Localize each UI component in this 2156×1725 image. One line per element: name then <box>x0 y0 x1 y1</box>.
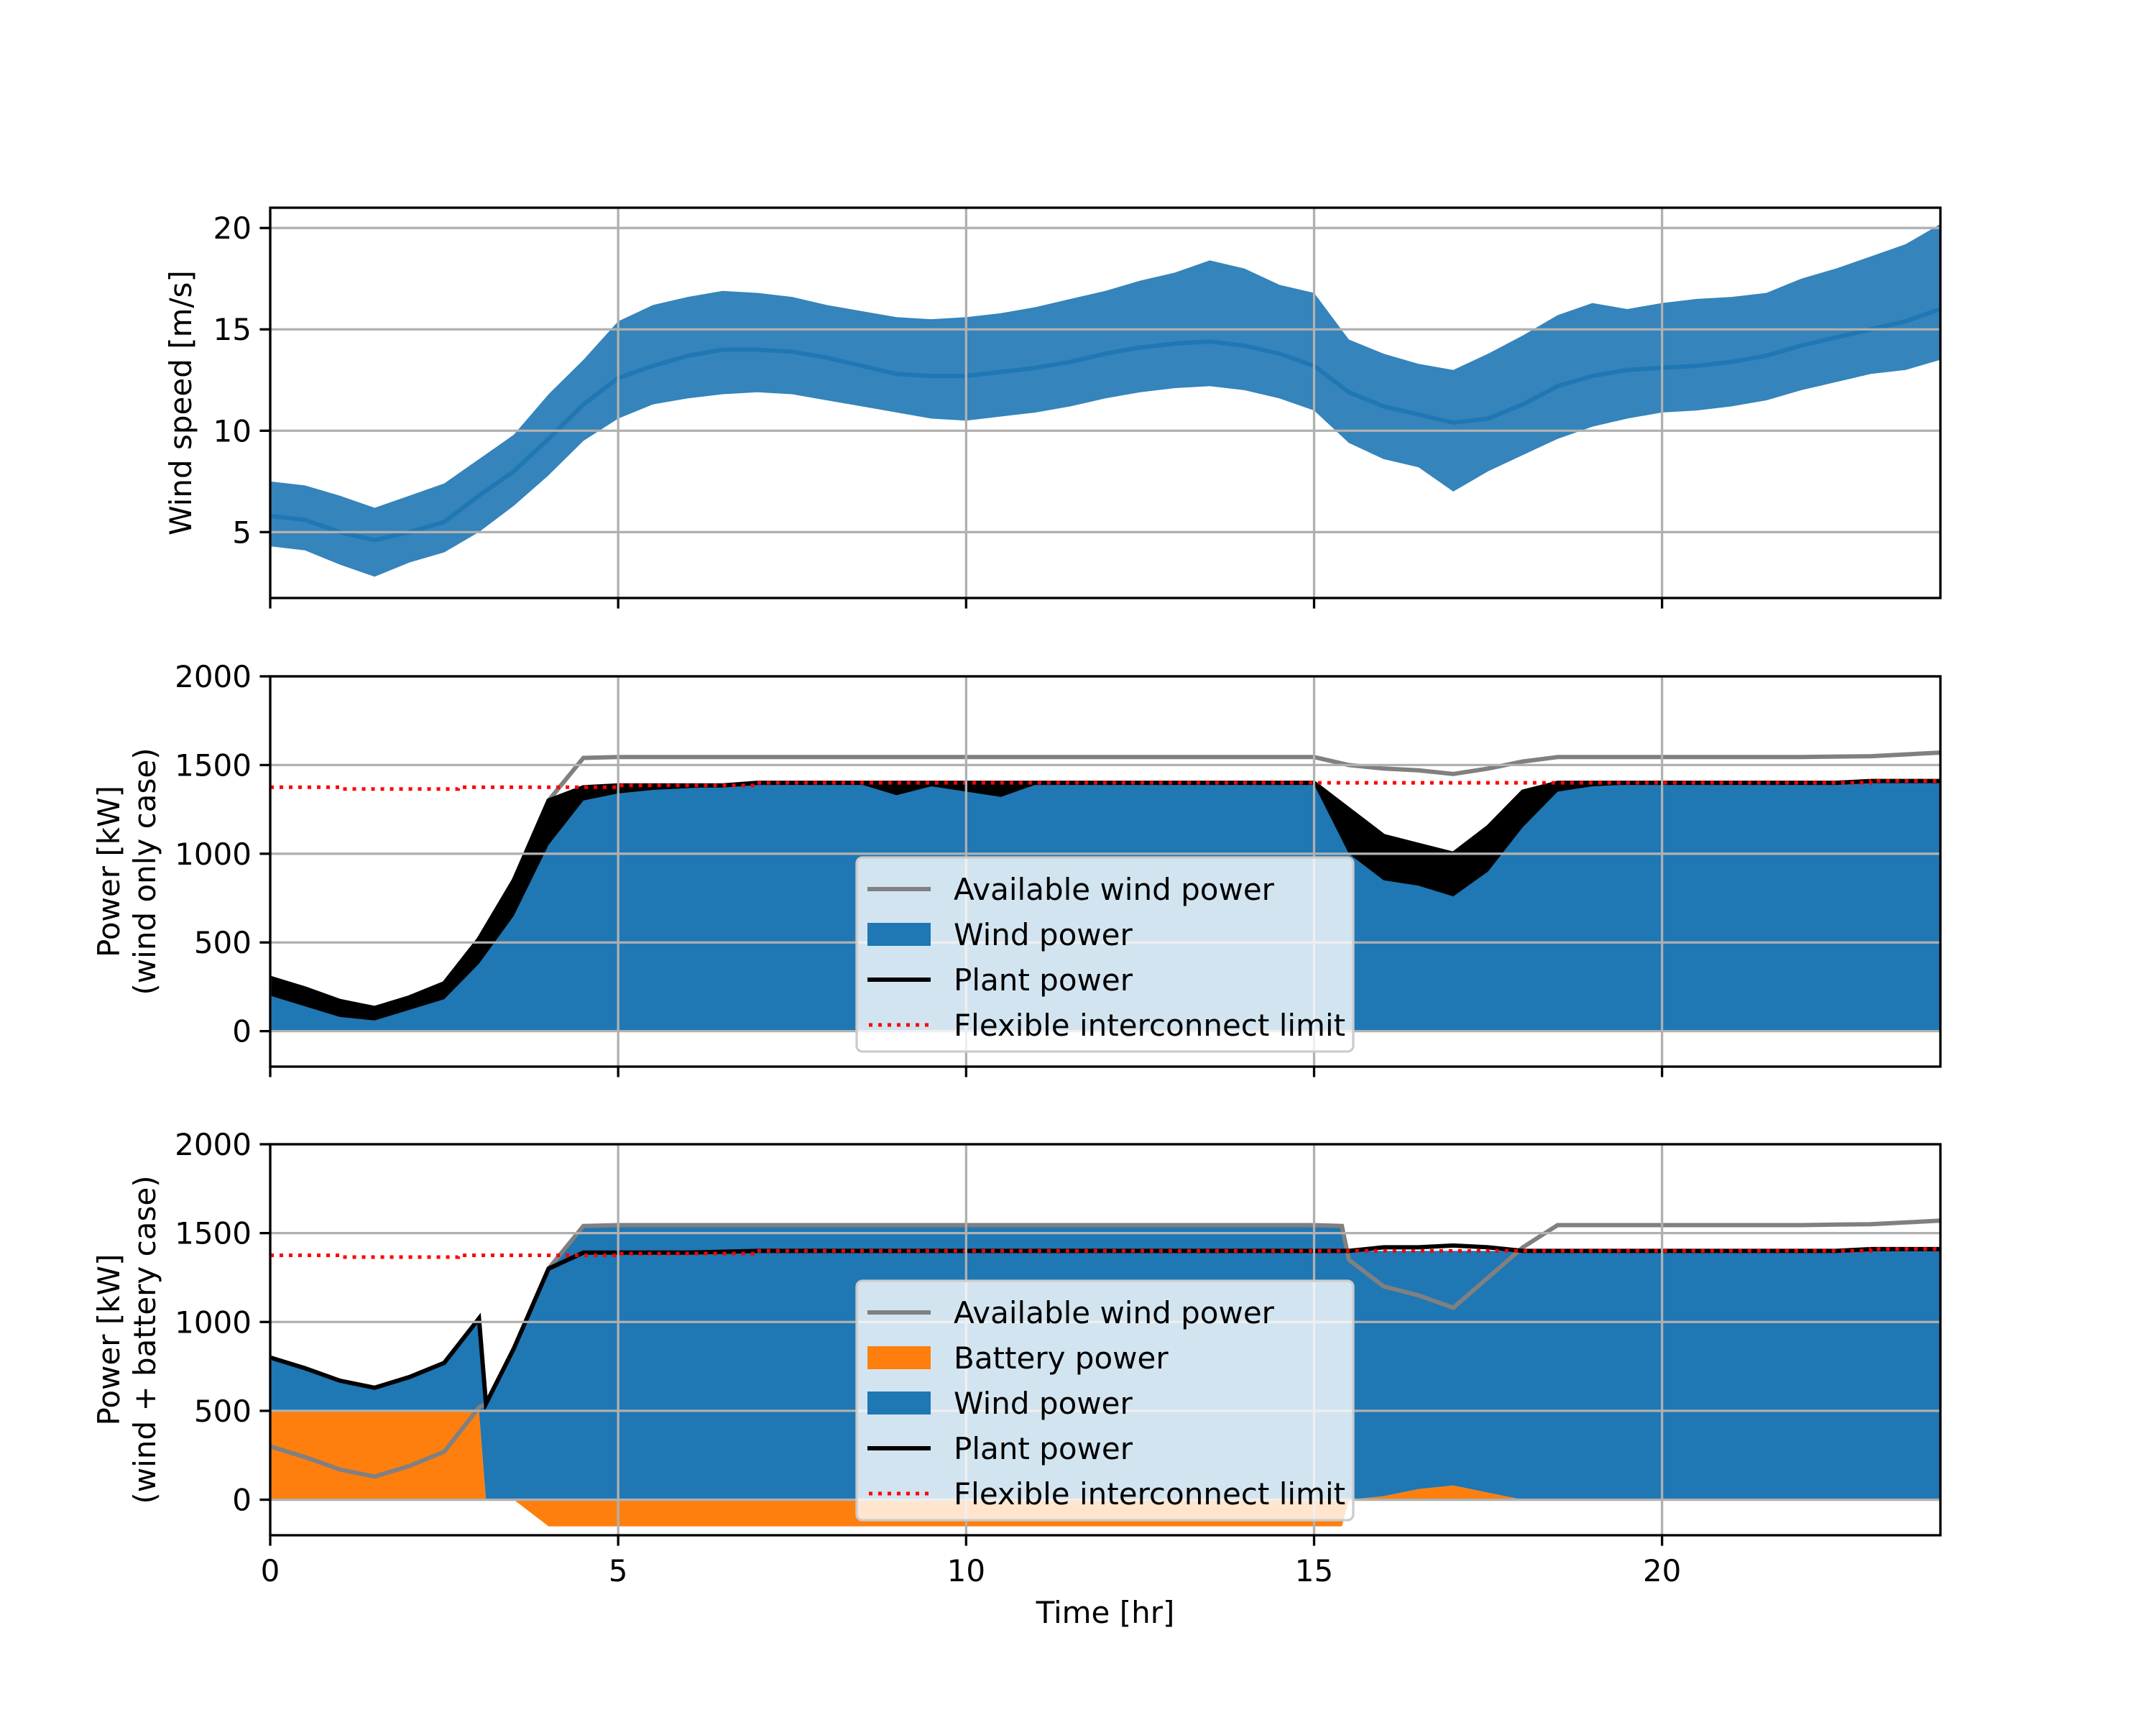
wind-speed-range-band <box>270 224 1940 577</box>
y-axis-label-line: (wind + battery case) <box>127 1175 162 1504</box>
flexible-interconnect-limit-line <box>270 1247 1940 1259</box>
flexible-interconnect-limit-line <box>270 779 1940 791</box>
legend: Available wind power Battery power Wind po… <box>855 1279 1355 1522</box>
y-tick-label: 1000 <box>175 1305 252 1340</box>
y-tick-label: 20 <box>213 211 252 246</box>
legend-frame <box>855 1279 1355 1522</box>
legend-label-available-wind-power: Available wind power <box>954 1295 1275 1330</box>
x-tick-label: 10 <box>947 1553 985 1588</box>
legend-label-plant-power: Plant power <box>954 1431 1133 1466</box>
y-axis-label: Wind speed [m/s] <box>163 270 198 535</box>
legend-label-flexible-interconnect-limit: Flexible interconnect limit <box>954 1008 1345 1043</box>
x-axis-label: Time [hr] <box>1036 1595 1175 1630</box>
y-tick-label: 500 <box>194 925 252 960</box>
x-tick-label: 5 <box>609 1553 628 1588</box>
y-tick-label: 2000 <box>175 659 252 694</box>
y-tick-label: 5 <box>232 515 252 550</box>
y-tick-label: 15 <box>213 312 252 347</box>
legend-label-wind-power: Wind power <box>954 1386 1133 1421</box>
grid <box>269 208 1940 598</box>
legend-label-flexible-interconnect-limit: Flexible interconnect limit <box>954 1476 1345 1512</box>
y-tick-label: 0 <box>232 1014 252 1049</box>
plot-area <box>270 224 1940 577</box>
axes-frame <box>269 675 1942 1068</box>
y-axis-label-line: Power [kW] <box>91 1254 126 1426</box>
legend-swatch-battery-power <box>867 1346 931 1369</box>
y-tick-label: 0 <box>232 1483 252 1518</box>
wind-only-power-axes: 0 500 1000 1500 2000 Power [kW] (wind only cas… <box>91 659 1942 1077</box>
legend-label-battery-power: Battery power <box>954 1340 1169 1376</box>
legend: Available wind power Wind power Plant powe… <box>855 856 1355 1053</box>
x-tick-label: 15 <box>1295 1553 1333 1588</box>
legend-label-available-wind-power: Available wind power <box>954 872 1275 907</box>
legend-swatch-wind-power <box>867 1392 931 1414</box>
wind-battery-power-axes: 0 5 10 15 20 0 500 1000 1500 2000 Power [kW] (wind … <box>91 1127 1942 1588</box>
y-tick-label: 1000 <box>175 837 252 872</box>
y-axis-label-line: Power [kW] <box>91 786 126 957</box>
axes-frame <box>269 1143 1942 1537</box>
y-tick-label: 2000 <box>175 1127 252 1162</box>
legend-frame <box>855 856 1355 1053</box>
y-tick-label: 500 <box>194 1394 252 1429</box>
x-tick-label: 0 <box>261 1553 280 1588</box>
wind-speed-axes: 5 10 15 20 Wind speed [m/s] <box>163 206 1942 609</box>
y-tick-label: 1500 <box>175 748 252 783</box>
legend-label-plant-power: Plant power <box>954 962 1133 998</box>
y-axis-label-line: (wind only case) <box>127 748 162 995</box>
plant-power-range-band <box>270 781 1940 1021</box>
y-tick-label: 1500 <box>175 1216 252 1251</box>
axes-frame <box>269 206 1942 599</box>
y-tick-label: 10 <box>213 413 252 448</box>
x-tick-label: 20 <box>1643 1553 1681 1588</box>
legend-swatch-wind-power <box>867 923 931 946</box>
legend-label-wind-power: Wind power <box>954 917 1133 952</box>
